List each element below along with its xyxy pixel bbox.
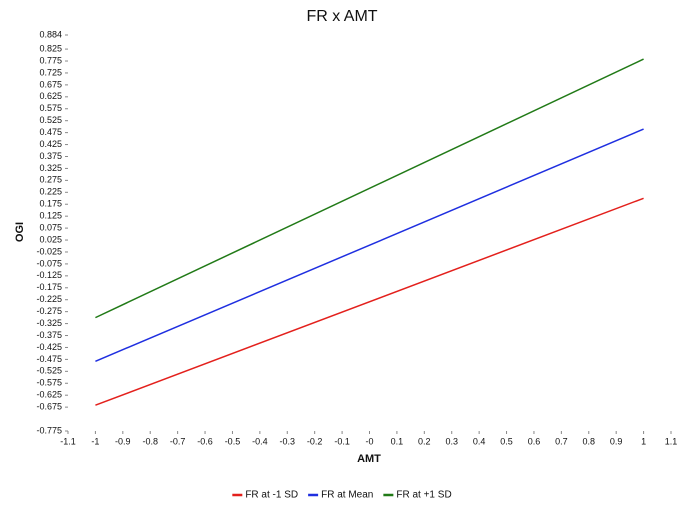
- y-tick-label: 0.025: [39, 234, 62, 244]
- x-tick-label: -1: [91, 436, 99, 446]
- y-tick-label: -0.425: [36, 342, 62, 352]
- y-tick-label: -0.225: [36, 294, 62, 304]
- y-tick-label: 0.375: [39, 151, 62, 161]
- y-tick-label: -0.175: [36, 282, 62, 292]
- y-tick-label: 0.625: [39, 91, 62, 101]
- legend-label: FR at -1 SD: [245, 490, 298, 501]
- x-tick-label: 0.6: [528, 436, 541, 446]
- x-tick-label: 0.4: [473, 436, 486, 446]
- y-tick-label: 0.075: [39, 222, 62, 232]
- y-tick-label: -0.775: [36, 425, 62, 435]
- x-tick-label: 0.5: [500, 436, 513, 446]
- y-tick-label: -0.125: [36, 270, 62, 280]
- y-tick-label: 0.825: [39, 43, 62, 53]
- series-line: [95, 128, 644, 362]
- y-tick-label: 0.725: [39, 67, 62, 77]
- x-tick-label: -0.8: [142, 436, 158, 446]
- y-tick-label: 0.275: [39, 175, 62, 185]
- legend-label: FR at Mean: [321, 490, 373, 501]
- y-tick-label: 0.475: [39, 127, 62, 137]
- y-tick-label: 0.175: [39, 199, 62, 209]
- y-axis-label: OGI: [14, 222, 26, 242]
- y-tick-label: -0.075: [36, 258, 62, 268]
- y-tick-label: -0.575: [36, 378, 62, 388]
- y-tick-label: 0.225: [39, 187, 62, 197]
- x-axis-label: AMT: [357, 453, 381, 465]
- y-tick-label: 0.775: [39, 55, 62, 65]
- y-tick-label: 0.525: [39, 115, 62, 125]
- x-tick-label: -0.6: [197, 436, 213, 446]
- x-tick-label: 0.7: [555, 436, 568, 446]
- x-tick-label: -0.7: [170, 436, 186, 446]
- x-tick-label: 0.3: [445, 436, 458, 446]
- y-tick-label: -0.475: [36, 354, 62, 364]
- series-line: [95, 58, 644, 319]
- y-tick-label: 0.425: [39, 139, 62, 149]
- x-tick-label: -0.4: [252, 436, 268, 446]
- x-tick-label: -0: [365, 436, 373, 446]
- legend: FR at -1 SD FR at Mean FR at +1 SD: [232, 490, 452, 501]
- x-tick-label: 0.9: [610, 436, 623, 446]
- x-tick-label: -1.1: [60, 436, 76, 446]
- x-tick-label: -0.3: [280, 436, 296, 446]
- x-tick-label: 0.1: [391, 436, 404, 446]
- x-tick-label: 0.8: [583, 436, 596, 446]
- legend-label: FR at +1 SD: [396, 490, 451, 501]
- series-line: [95, 197, 644, 406]
- y-tick-label: -0.625: [36, 390, 62, 400]
- x-tick-label: -0.5: [225, 436, 241, 446]
- y-tick-label: -0.325: [36, 318, 62, 328]
- y-tick-label: 0.884: [39, 29, 62, 39]
- y-tick-label: 0.575: [39, 103, 62, 113]
- y-tick-label: 0.325: [39, 163, 62, 173]
- x-tick-label: -0.1: [334, 436, 350, 446]
- y-tick-label: -0.525: [36, 366, 62, 376]
- y-tick-label: 0.675: [39, 79, 62, 89]
- y-tick-label: -0.375: [36, 330, 62, 340]
- x-tick-label: 0.2: [418, 436, 431, 446]
- y-tick-label: -0.275: [36, 306, 62, 316]
- x-tick-label: -0.2: [307, 436, 323, 446]
- y-tick-label: -0.675: [36, 402, 62, 412]
- y-tick-label: -0.025: [36, 246, 62, 256]
- x-tick-label: 1: [641, 436, 646, 446]
- x-tick-label: 1.1: [665, 436, 678, 446]
- y-tick-label: 0.125: [39, 211, 62, 221]
- x-tick-label: -0.9: [115, 436, 131, 446]
- chart-title: FR x AMT: [306, 8, 377, 25]
